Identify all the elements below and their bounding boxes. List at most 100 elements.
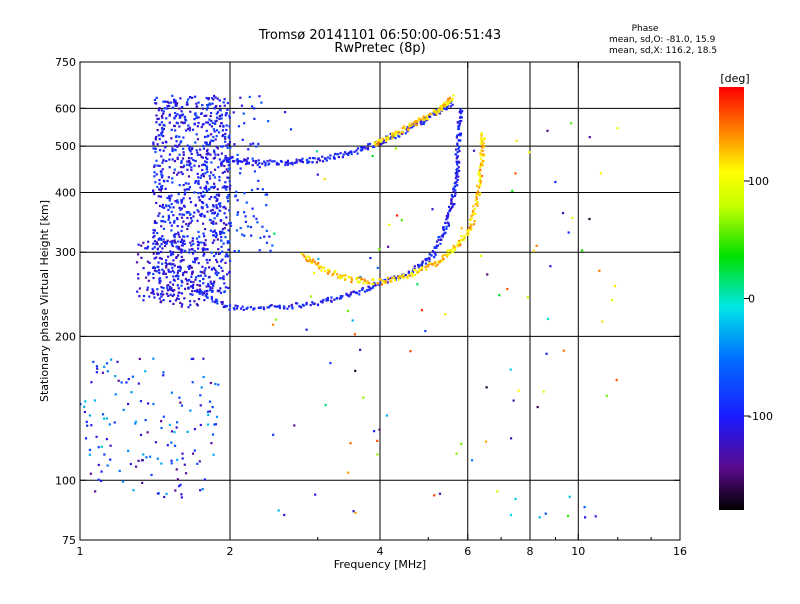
data-point (226, 253, 229, 257)
data-point (293, 424, 296, 427)
data-point (300, 160, 303, 163)
data-point (187, 175, 191, 178)
data-point (350, 291, 353, 294)
data-point (174, 100, 177, 104)
data-point (195, 105, 199, 108)
data-point (228, 209, 231, 212)
data-point (177, 269, 180, 272)
data-point (611, 299, 614, 302)
data-point (245, 158, 248, 162)
data-point (436, 263, 439, 266)
data-point (211, 204, 215, 207)
data-point (223, 227, 226, 230)
data-point (448, 253, 451, 256)
data-point (351, 319, 354, 322)
data-point (156, 117, 159, 121)
data-point (182, 147, 185, 150)
data-point (261, 225, 264, 228)
data-point (243, 158, 246, 161)
data-point (419, 121, 422, 124)
data-point (169, 281, 172, 284)
data-point (434, 262, 437, 265)
data-point (196, 257, 199, 260)
data-point (212, 98, 215, 101)
data-point (483, 137, 487, 140)
data-point (156, 129, 159, 132)
data-point (166, 239, 169, 242)
data-point (239, 307, 243, 310)
data-point (288, 305, 291, 308)
data-point (233, 250, 236, 253)
data-point (181, 273, 185, 277)
data-point (217, 248, 220, 251)
data-point (378, 428, 381, 431)
data-point (101, 413, 105, 416)
data-point (193, 289, 196, 293)
data-point (179, 240, 183, 243)
data-point (135, 261, 139, 264)
data-point (435, 246, 438, 249)
data-point (237, 125, 241, 128)
data-point (383, 281, 386, 284)
data-point (165, 259, 168, 262)
data-point (173, 124, 176, 128)
data-point (165, 117, 168, 120)
data-point (214, 120, 217, 123)
data-point (446, 103, 449, 106)
data-point (360, 277, 363, 281)
data-point (181, 457, 184, 460)
data-point (169, 101, 173, 104)
data-point (482, 153, 485, 156)
data-point (532, 249, 535, 253)
data-point (174, 104, 177, 108)
data-point (161, 235, 164, 238)
data-point (181, 157, 185, 160)
data-point (407, 271, 410, 274)
data-point (301, 160, 305, 164)
data-point (229, 224, 233, 227)
data-point (246, 306, 249, 309)
data-point (193, 449, 196, 452)
data-point (208, 258, 211, 262)
data-point (185, 188, 188, 191)
data-point (454, 181, 457, 184)
data-point (171, 94, 174, 97)
data-point (212, 186, 215, 190)
data-point (158, 107, 161, 110)
data-point (178, 269, 182, 272)
data-point (376, 453, 379, 456)
data-point (234, 195, 237, 198)
data-point (291, 307, 294, 310)
data-point (477, 186, 481, 189)
data-point (221, 269, 224, 273)
data-point (374, 144, 377, 147)
data-point (171, 283, 175, 286)
data-point (353, 333, 356, 336)
data-point (416, 263, 420, 267)
data-point (428, 261, 431, 265)
data-point (368, 288, 371, 292)
data-point (228, 270, 231, 274)
data-point (212, 205, 215, 208)
data-point (218, 158, 221, 161)
data-point (228, 125, 231, 128)
data-point (180, 140, 183, 143)
data-point (251, 207, 254, 210)
data-point (158, 137, 161, 141)
data-point (158, 149, 162, 152)
data-point (236, 213, 239, 216)
data-point (404, 274, 408, 277)
data-point (389, 279, 392, 282)
data-point (151, 266, 155, 269)
data-point (321, 301, 324, 304)
data-point (193, 211, 196, 214)
data-point (383, 139, 386, 142)
data-point (202, 144, 205, 148)
data-point (416, 271, 419, 275)
data-point (153, 229, 157, 232)
data-point (222, 242, 225, 245)
data-point (361, 146, 364, 149)
data-point (447, 97, 450, 101)
data-point (197, 274, 200, 278)
data-point (220, 117, 223, 120)
